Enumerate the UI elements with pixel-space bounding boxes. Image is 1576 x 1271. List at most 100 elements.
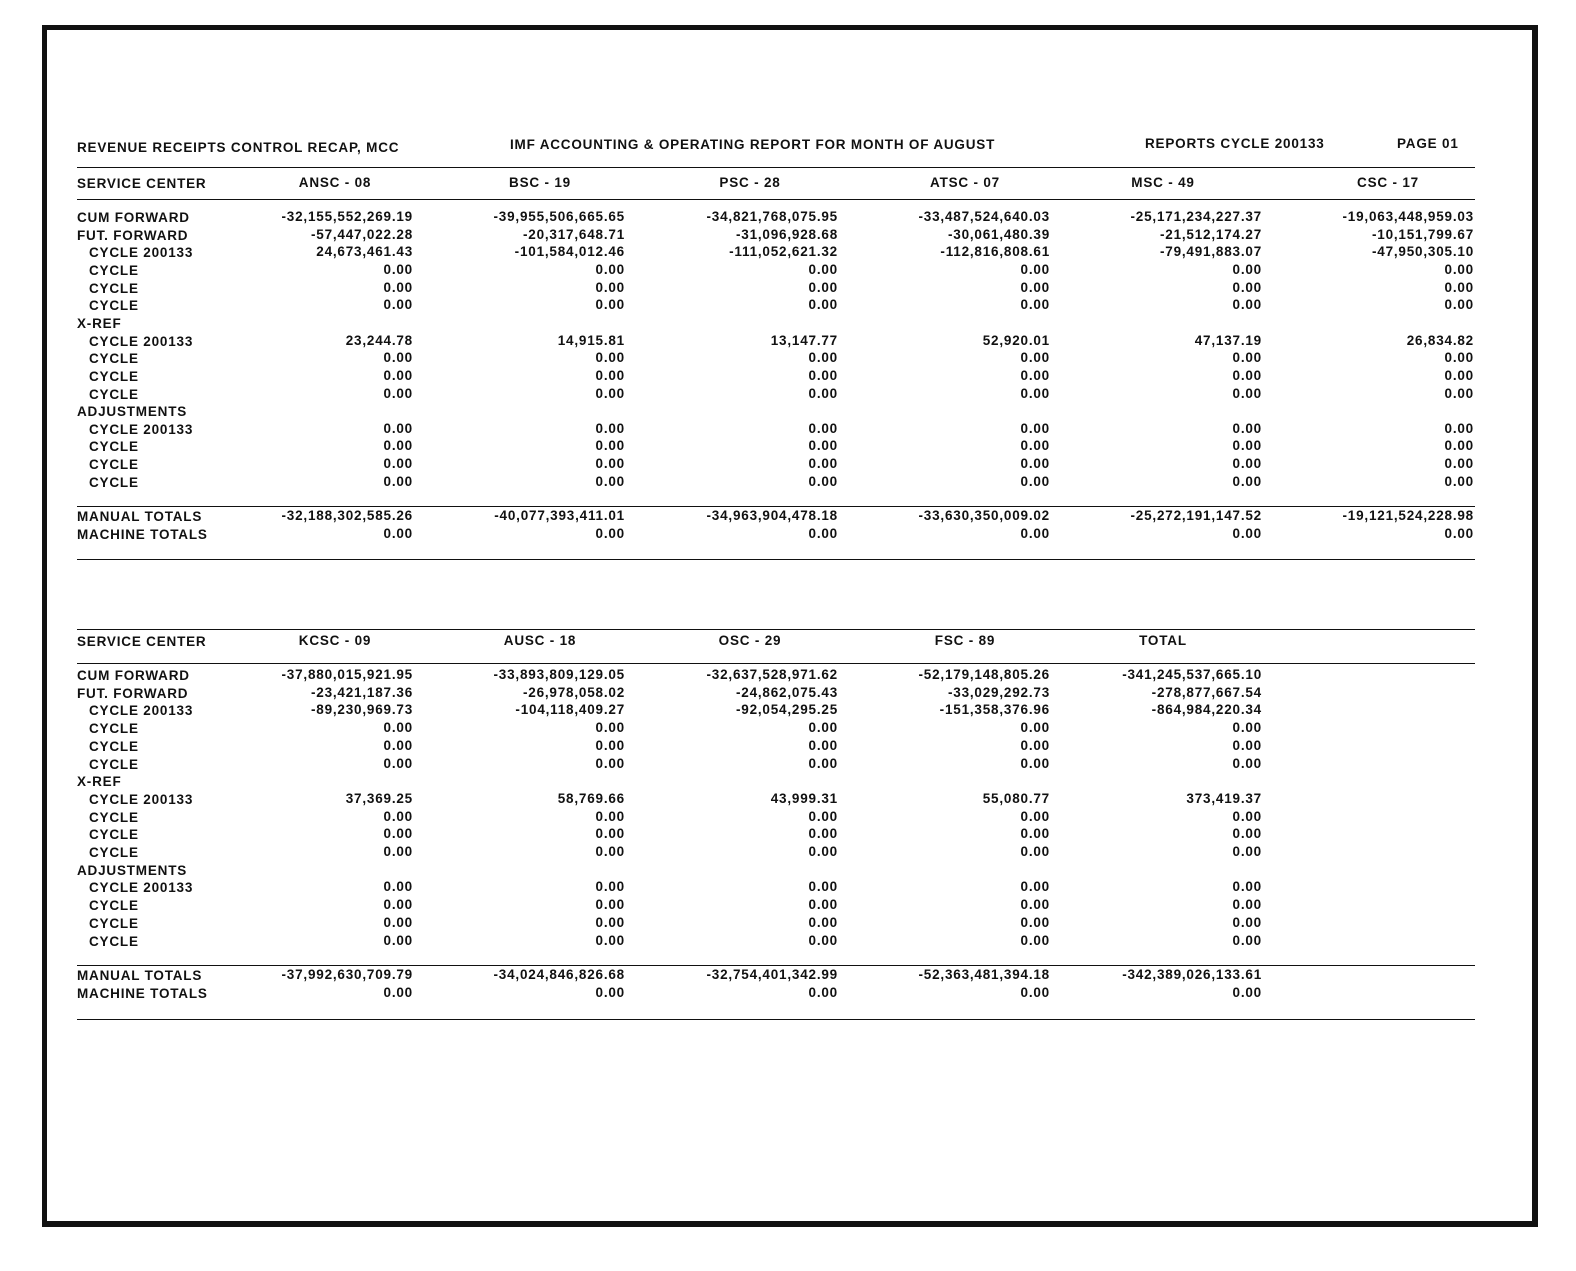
cell-value: -278,877,667.54 (1151, 684, 1262, 700)
cell-value: 0.00 (1444, 279, 1474, 295)
cell-value: -57,447,022.28 (310, 226, 413, 242)
row-label: CYCLE 200133 (89, 791, 194, 807)
row-label: CYCLE (89, 457, 139, 473)
cell-value: -23,421,187.36 (310, 684, 413, 700)
cell-value: 0.00 (1444, 385, 1474, 401)
column-header: CSC - 17 (1357, 175, 1419, 190)
cell-value: 0.00 (808, 985, 838, 1000)
cell-value: 0.00 (1232, 420, 1262, 436)
cell-value: 0.00 (383, 297, 413, 313)
row-label: CYCLE (89, 933, 139, 949)
row-label: CYCLE 200133 (89, 245, 194, 261)
cell-value: 0.00 (808, 826, 838, 842)
cell-value: 0.00 (1020, 350, 1050, 366)
cell-value: 0.00 (1232, 350, 1262, 366)
cell-value: -34,963,904,478.18 (706, 508, 838, 523)
cell-value: 0.00 (808, 914, 838, 930)
cell-value: 0.00 (1444, 261, 1474, 277)
cell-value: 0.00 (808, 456, 838, 472)
cell-value: 0.00 (595, 350, 625, 366)
cell-value: 0.00 (1020, 932, 1050, 948)
cell-value: -52,179,148,805.26 (918, 667, 1050, 682)
rule (77, 167, 1475, 168)
cell-value: 0.00 (808, 755, 838, 771)
column-header: SERVICE CENTER (77, 176, 207, 191)
column-header: SERVICE CENTER (77, 634, 207, 649)
cell-value: -101,584,012.46 (514, 244, 625, 260)
cell-value: 0.00 (808, 279, 838, 295)
cell-value: 0.00 (595, 456, 625, 472)
cell-value: 0.00 (1444, 526, 1474, 541)
row-label: X-REF (77, 315, 122, 331)
row-label: CYCLE (89, 386, 139, 402)
cell-value: 0.00 (1020, 420, 1050, 436)
cell-value: 0.00 (808, 367, 838, 383)
row-label: MANUAL TOTALS (77, 968, 203, 983)
row-label: CUM FORWARD (77, 210, 190, 225)
cell-value: 0.00 (808, 420, 838, 436)
cell-value: 0.00 (808, 844, 838, 859)
cell-value: 0.00 (808, 720, 838, 736)
cell-value: 58,769.66 (557, 790, 625, 806)
rule (77, 629, 1475, 630)
cell-value: -112,816,808.61 (940, 244, 1050, 260)
cell-value: -52,363,481,394.18 (918, 967, 1050, 982)
cell-value: -33,029,292.73 (947, 684, 1050, 700)
row-label: CYCLE (89, 368, 139, 384)
cell-value: 0.00 (808, 438, 838, 454)
cell-value: 0.00 (595, 914, 625, 930)
cell-value: -24,862,075.43 (735, 684, 838, 700)
cell-value: 0.00 (1444, 367, 1474, 383)
cell-value: 37,369.25 (345, 790, 413, 806)
cell-value: 0.00 (383, 279, 413, 295)
cell-value: 0.00 (808, 808, 838, 824)
cell-value: 0.00 (1020, 456, 1050, 472)
cell-value: -34,024,846,826.68 (493, 967, 625, 982)
cell-value: 0.00 (1232, 826, 1262, 842)
cell-value: 0.00 (808, 350, 838, 366)
cell-value: 0.00 (595, 985, 625, 1000)
cell-value: -79,491,883.07 (1159, 244, 1262, 260)
cell-value: -31,096,928.68 (735, 226, 838, 242)
cell-value: 0.00 (1020, 367, 1050, 383)
row-label: X-REF (77, 774, 122, 790)
cell-value: 0.00 (595, 279, 625, 295)
cell-value: 0.00 (383, 385, 413, 401)
cell-value: 0.00 (1444, 456, 1474, 472)
cell-value: -25,171,234,227.37 (1130, 209, 1262, 224)
cell-value: 0.00 (1232, 720, 1262, 736)
cell-value: 0.00 (808, 932, 838, 948)
cell-value: 24,673,461.43 (316, 244, 413, 260)
cell-value: 0.00 (1020, 755, 1050, 771)
cell-value: 0.00 (1444, 473, 1474, 489)
report-name: IMF ACCOUNTING & OPERATING REPORT FOR MO… (510, 137, 996, 152)
cell-value: 0.00 (383, 808, 413, 824)
cell-value: -37,880,015,921.95 (281, 667, 413, 682)
cell-value: 0.00 (383, 367, 413, 383)
row-label: CYCLE (89, 915, 139, 931)
column-header: MSC - 49 (1131, 175, 1195, 190)
row-label: CYCLE 200133 (89, 421, 194, 437)
cell-value: -32,188,302,585.26 (281, 508, 413, 523)
rule (77, 199, 1475, 200)
cell-value: 0.00 (1020, 985, 1050, 1000)
cell-value: -39,955,506,665.65 (493, 209, 625, 224)
cell-value: 0.00 (1232, 808, 1262, 824)
cell-value: -151,358,376.96 (939, 702, 1050, 718)
cell-value: 0.00 (383, 473, 413, 489)
cell-value: 0.00 (595, 473, 625, 489)
cell-value: -26,978,058.02 (522, 684, 625, 700)
cell-value: 0.00 (595, 420, 625, 436)
row-label: CYCLE (89, 262, 139, 278)
row-label: CYCLE (89, 280, 139, 296)
cell-value: 0.00 (595, 261, 625, 277)
cell-value: -33,630,350,009.02 (918, 508, 1050, 523)
cell-value: 0.00 (383, 985, 413, 1000)
cell-value: -342,389,026,133.61 (1122, 967, 1262, 982)
row-label: CYCLE (89, 439, 139, 455)
cell-value: -341,245,537,665.10 (1122, 667, 1262, 682)
cell-value: 0.00 (383, 737, 413, 753)
cell-value: 0.00 (1444, 297, 1474, 313)
cell-value: 0.00 (383, 438, 413, 454)
cell-value: 0.00 (808, 261, 838, 277)
